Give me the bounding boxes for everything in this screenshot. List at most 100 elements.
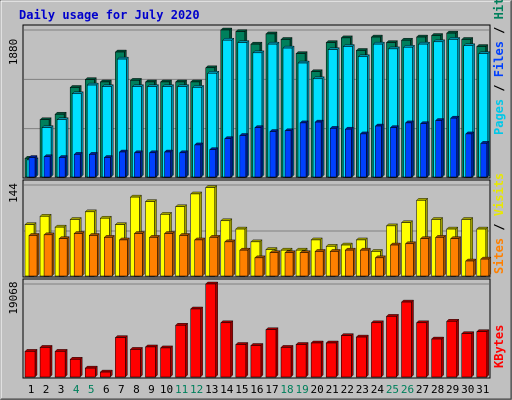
sites-bar-side [488, 256, 491, 277]
kbytes-bar-side [230, 320, 233, 378]
sites-bar-face [345, 249, 354, 277]
x-tick-label: 14 [220, 383, 234, 396]
legend-hits: Hits [492, 0, 506, 19]
sites-bar [359, 247, 371, 277]
kbytes-bar-face [461, 333, 472, 378]
sites-bar-top [389, 242, 401, 246]
hits-bar-top [129, 78, 142, 81]
visits-ymax-label: 144 [7, 183, 20, 203]
kbytes-bar-side [456, 318, 459, 378]
pages-bar [269, 129, 279, 178]
kbytes-bar-side [351, 333, 354, 378]
kbytes-bar [446, 318, 460, 378]
hits-bar-top [355, 48, 368, 51]
sites-bar-side [142, 231, 145, 277]
x-tick-label: 9 [148, 383, 155, 396]
pages-bar-face [345, 128, 352, 178]
kbytes-bar-top [114, 335, 128, 338]
pages-bar-side [185, 150, 188, 178]
pages-bar-side [260, 125, 264, 178]
kbytes-bar [310, 340, 324, 378]
sites-bar-top [284, 250, 296, 253]
kbytes-bar-top [250, 343, 264, 346]
sites-bar-top [420, 236, 432, 239]
kbytes-bar-top [461, 331, 475, 334]
x-tick-label: 22 [341, 383, 354, 396]
x-axis-labels: 1 2 3 4 5 6 7 8 9 10 11 12 13 14 15 16 17 18 19 20 21 22 23 24 2… [28, 383, 490, 396]
hits-bar-top [54, 112, 67, 115]
sites-bar-face [73, 233, 83, 277]
kbytes-bar [160, 345, 174, 378]
pages-bar [284, 128, 294, 178]
visits-bar-top [446, 226, 459, 230]
kbytes-bar [416, 320, 430, 378]
x-tick-label: 18 [280, 383, 293, 396]
sites-bar-side [172, 231, 175, 277]
sites-bar-face [209, 237, 218, 277]
hits-bar-top [385, 40, 398, 43]
pages-bar [299, 120, 309, 178]
sites-bar-top [254, 255, 266, 259]
visits-bar-top [385, 223, 398, 227]
sites-bar [344, 247, 356, 277]
kbytes-bar-face [431, 338, 442, 378]
x-tick-label: 12 [190, 383, 203, 396]
kbytes-bar-side [34, 348, 38, 378]
pages-bar [465, 131, 475, 178]
kbytes-bar-top [69, 357, 83, 360]
visits-bar-top [370, 249, 383, 252]
pages-bar-face [179, 152, 186, 178]
kbytes-bar [114, 335, 128, 378]
pages-bar [374, 123, 384, 178]
kbytes-bar [144, 344, 158, 378]
sites-bar-top [58, 236, 70, 239]
pages-bar-side [110, 155, 113, 178]
sites-bar [450, 236, 462, 277]
pages-bar-face [405, 122, 412, 178]
pages-bar [43, 154, 53, 178]
kbytes-bar [54, 348, 68, 378]
hits-bar-top [99, 79, 112, 83]
hits-bar-top [39, 117, 52, 120]
pages-bar-side [486, 140, 489, 178]
sites-bar-side [473, 258, 476, 277]
kbytes-bar [325, 340, 339, 378]
sites-bar [239, 247, 251, 277]
sites-bar-face [284, 252, 294, 277]
sites-bar-top [224, 239, 236, 243]
files-bar-top [101, 84, 114, 87]
sites-bar-face [314, 251, 324, 277]
sites-bar-face [480, 258, 490, 277]
pages-bar-face [329, 128, 337, 178]
pages-bar-face [480, 143, 488, 178]
hits-bar-top [265, 31, 278, 35]
pages-bar-face [104, 157, 111, 178]
hits-bar-top [325, 40, 338, 43]
sites-bar-face [58, 238, 68, 277]
sites-bar-face [405, 243, 414, 277]
legend-visits: Visits [492, 173, 506, 216]
kbytes-bar-side [441, 336, 444, 378]
kbytes-bar-face [115, 337, 126, 378]
x-tick-label: 29 [446, 383, 459, 396]
sites-bar [480, 256, 492, 277]
kbytes-bar-top [476, 329, 490, 332]
kbytes-bar-top [84, 365, 98, 369]
sites-bar-face [269, 252, 279, 277]
kbytes-bar-side [155, 344, 158, 378]
visits-bar-top [129, 194, 142, 198]
files-bar-top [41, 125, 54, 128]
visits-bar-top [114, 222, 127, 225]
kbytes-bar-face [24, 351, 36, 378]
sites-bar [329, 248, 341, 277]
pages-bar-side [79, 151, 83, 178]
pages-bar [435, 118, 445, 178]
sites-bar-top [299, 250, 311, 253]
sites-bar [43, 232, 55, 277]
files-bar-top [116, 56, 129, 60]
kbytes-bar-top [280, 345, 294, 348]
sites-bar-top [314, 249, 326, 252]
files-bar-top [177, 84, 190, 87]
sites-bar-top [374, 255, 386, 259]
kbytes-bar [175, 322, 189, 378]
